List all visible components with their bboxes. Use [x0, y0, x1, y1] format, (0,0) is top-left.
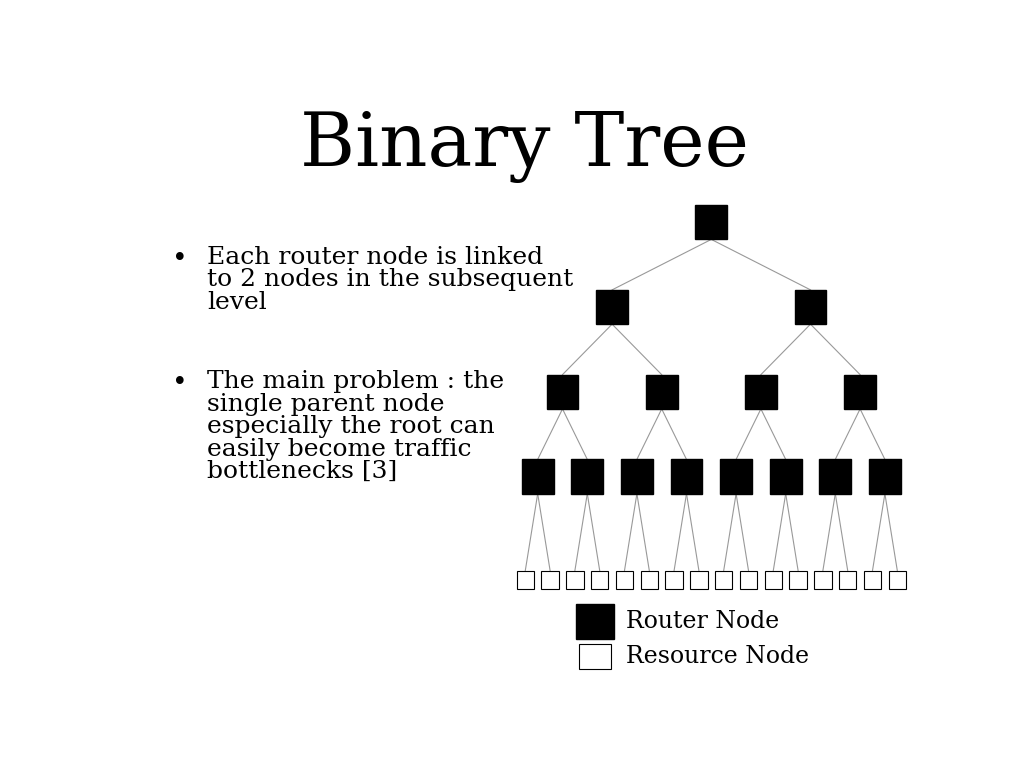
Bar: [641, 571, 658, 590]
Text: Each router node is linked: Each router node is linked: [207, 246, 544, 269]
Bar: [547, 375, 579, 409]
Bar: [844, 375, 876, 409]
Text: The main problem : the: The main problem : the: [207, 370, 505, 393]
Bar: [615, 571, 633, 590]
Bar: [745, 375, 777, 409]
Text: •: •: [172, 370, 187, 395]
Bar: [690, 571, 708, 590]
Text: bottlenecks [3]: bottlenecks [3]: [207, 460, 397, 483]
Bar: [621, 459, 652, 494]
Text: •: •: [172, 246, 187, 271]
Bar: [579, 644, 610, 670]
Bar: [720, 459, 752, 494]
Text: Resource Node: Resource Node: [627, 645, 810, 668]
Bar: [646, 375, 678, 409]
Text: single parent node: single parent node: [207, 392, 444, 415]
Bar: [596, 290, 628, 324]
Text: easily become traffic: easily become traffic: [207, 438, 472, 461]
Bar: [522, 459, 554, 494]
Bar: [739, 571, 757, 590]
Bar: [869, 459, 901, 494]
Text: Binary Tree: Binary Tree: [300, 110, 750, 183]
Bar: [819, 459, 851, 494]
Bar: [770, 459, 802, 494]
Bar: [666, 571, 683, 590]
Bar: [577, 604, 614, 638]
Text: especially the root can: especially the root can: [207, 415, 496, 438]
Bar: [542, 571, 559, 590]
Text: to 2 nodes in the subsequent: to 2 nodes in the subsequent: [207, 268, 573, 291]
Bar: [571, 459, 603, 494]
Bar: [765, 571, 782, 590]
Bar: [864, 571, 882, 590]
Bar: [566, 571, 584, 590]
Bar: [516, 571, 535, 590]
Text: level: level: [207, 291, 267, 314]
Bar: [591, 571, 608, 590]
Bar: [715, 571, 732, 590]
Bar: [814, 571, 831, 590]
Bar: [795, 290, 826, 324]
Text: Router Node: Router Node: [627, 610, 779, 633]
Bar: [790, 571, 807, 590]
Bar: [839, 571, 856, 590]
Bar: [889, 571, 906, 590]
Bar: [695, 205, 727, 240]
Bar: [671, 459, 702, 494]
